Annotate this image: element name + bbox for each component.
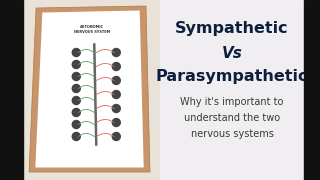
Circle shape [72, 132, 80, 141]
Circle shape [72, 84, 80, 93]
Circle shape [112, 91, 120, 98]
Text: Parasympathetic: Parasympathetic [156, 69, 308, 84]
Circle shape [72, 109, 80, 116]
Polygon shape [29, 6, 150, 172]
Circle shape [72, 48, 80, 57]
Circle shape [112, 48, 120, 57]
Text: Vs: Vs [221, 46, 243, 62]
Circle shape [112, 118, 120, 127]
Text: Why it's important to
understand the two
nervous systems: Why it's important to understand the two… [180, 97, 284, 139]
Circle shape [112, 105, 120, 112]
Bar [23, 0, 160, 180]
Circle shape [72, 60, 80, 69]
Circle shape [112, 132, 120, 141]
Circle shape [112, 62, 120, 71]
Circle shape [72, 73, 80, 80]
Polygon shape [35, 10, 144, 168]
Circle shape [72, 120, 80, 129]
Circle shape [72, 96, 80, 105]
Bar [160, 0, 304, 180]
Text: AUTONOMIC
NERVOUS SYSTEM: AUTONOMIC NERVOUS SYSTEM [74, 25, 110, 34]
Bar [304, 0, 320, 180]
Text: Sympathetic: Sympathetic [175, 21, 289, 35]
Bar [0, 0, 23, 180]
Circle shape [112, 76, 120, 84]
